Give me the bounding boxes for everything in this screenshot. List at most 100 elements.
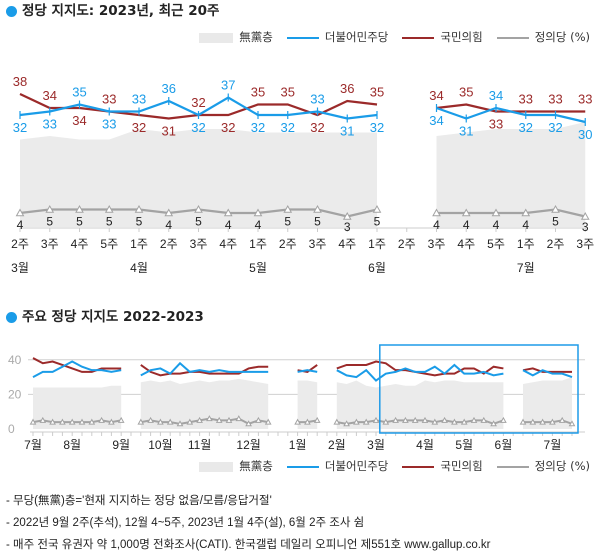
- justice-value-label: 4: [493, 218, 500, 232]
- top-chart-legend: 無黨층 더불어민주당 국민의힘 정의당 (%): [199, 30, 590, 45]
- month-label: 7월: [544, 438, 562, 452]
- justice-line: [436, 208, 586, 218]
- justice-point: [15, 208, 25, 217]
- ppp-value-label: 32: [191, 95, 205, 110]
- week-tick-label: 1주: [517, 237, 535, 251]
- month-label: 9월: [112, 438, 130, 452]
- month-label: 11월: [188, 438, 212, 452]
- legend-label-independent: 無黨층: [239, 459, 273, 473]
- justice-point: [432, 208, 441, 217]
- legend-label-dp: 더불어민주당: [324, 459, 389, 473]
- justice-point: [215, 416, 223, 423]
- justice-value-label: 3: [344, 220, 351, 234]
- legend-label-justice: 정의당 (%): [534, 30, 590, 44]
- justice-point: [194, 204, 203, 213]
- justice-point: [245, 420, 252, 427]
- ppp-value-label: 34: [429, 88, 443, 103]
- dp-line: [522, 369, 573, 379]
- footnote-survey-breaks: - 2022년 9월 2주(추석), 12월 4~5주, 2023년 1월 4주…: [6, 517, 365, 529]
- justice-line: [32, 419, 122, 424]
- ppp-value-label: 34: [43, 88, 57, 103]
- ppp-value-label: 33: [548, 92, 562, 107]
- dp-value-label: 34: [489, 88, 503, 103]
- independent-area: [140, 378, 269, 429]
- ppp-value-label: 35: [459, 85, 473, 100]
- justice-point: [558, 416, 566, 423]
- week-tick-label: 2주: [11, 237, 29, 251]
- dp-value-label: 32: [548, 120, 562, 135]
- justice-point: [225, 416, 233, 423]
- legend-label-dp: 더불어민주당: [324, 30, 389, 44]
- dp-line: [336, 363, 504, 382]
- dp-value-label: 37: [221, 78, 235, 93]
- dp-value-label: 33: [310, 92, 324, 107]
- justice-point: [235, 415, 243, 422]
- justice-point: [283, 204, 293, 213]
- month-label: 7월: [517, 261, 535, 275]
- justice-point: [264, 418, 272, 425]
- justice-point: [78, 418, 86, 425]
- dp-line: [297, 369, 318, 373]
- justice-point: [49, 418, 56, 425]
- justice-point: [294, 418, 301, 425]
- justice-point: [382, 418, 390, 425]
- justice-point: [108, 418, 115, 425]
- week-tick-label: 3주: [309, 237, 327, 251]
- justice-value-label: 4: [433, 218, 440, 232]
- justice-value-label: 4: [255, 218, 262, 232]
- month-label: 2월: [328, 438, 346, 452]
- justice-value-label: 4: [463, 218, 470, 232]
- justice-value-label: 5: [374, 215, 381, 229]
- week-tick-label: 1주: [130, 237, 148, 251]
- justice-point: [117, 416, 125, 423]
- ppp-value-label: 32: [221, 120, 235, 135]
- independent-area: [436, 122, 586, 227]
- justice-value-label: 5: [106, 215, 113, 229]
- justice-point: [313, 416, 321, 423]
- justice-value-label: 5: [136, 215, 143, 229]
- justice-point: [45, 204, 55, 213]
- dp-line: [140, 361, 269, 377]
- legend-swatch-ppp: [402, 36, 435, 39]
- ppp-value-label: 32: [310, 120, 324, 135]
- ppp-value-label: 38: [13, 74, 27, 89]
- justice-value-label: 5: [552, 215, 559, 229]
- footnote-independent-definition: - 무당(無黨)층='현재 지지하는 정당 없음/모름/응답거절': [6, 495, 272, 507]
- dp-value-label: 33: [43, 117, 57, 132]
- justice-point: [480, 416, 488, 423]
- bottom-chart-title: 주요 정당 지지도 2022-2023: [6, 309, 204, 326]
- month-label: 4월: [416, 438, 434, 452]
- ppp-value-label: 31: [162, 124, 176, 139]
- justice-point: [491, 208, 501, 217]
- week-tick-label: 2주: [160, 237, 178, 251]
- legend-label-independent: 無黨층: [239, 30, 273, 44]
- month-label: 10월: [148, 438, 172, 452]
- justice-point: [223, 208, 233, 217]
- month-label: 6월: [495, 438, 513, 452]
- justice-point: [441, 416, 448, 423]
- week-tick-label: 1주: [249, 237, 267, 251]
- top-chart-title-text: 정당 지지도: 2023년, 최근 20주: [22, 3, 220, 19]
- week-tick-label: 4주: [71, 237, 89, 251]
- justice-point: [529, 418, 537, 425]
- ppp-value-label: 35: [370, 85, 384, 100]
- justice-point: [521, 208, 531, 217]
- footnotes: - 무당(無黨)층='현재 지지하는 정당 없음/모름/응답거절' - 2022…: [6, 490, 491, 556]
- week-tick-label: 3주: [190, 237, 208, 251]
- legend-swatch-justice: [496, 36, 529, 39]
- ppp-value-label: 33: [489, 117, 503, 132]
- justice-point: [196, 416, 203, 423]
- dp-value-label: 32: [370, 120, 384, 135]
- dp-line: [436, 106, 586, 124]
- dp-value-label: 30: [578, 127, 592, 142]
- justice-point: [551, 204, 560, 213]
- justice-value-label: 3: [582, 220, 589, 234]
- month-label: 7월: [24, 438, 42, 452]
- justice-point: [147, 416, 154, 423]
- justice-point: [421, 416, 429, 423]
- justice-point: [39, 416, 47, 423]
- week-tick-label: 5주: [487, 237, 505, 251]
- justice-point: [176, 420, 184, 427]
- justice-point: [157, 418, 164, 425]
